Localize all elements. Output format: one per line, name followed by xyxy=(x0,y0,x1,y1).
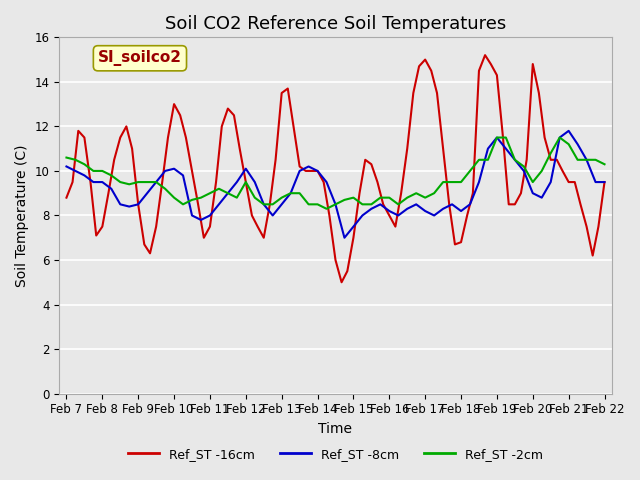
Legend: Ref_ST -16cm, Ref_ST -8cm, Ref_ST -2cm: Ref_ST -16cm, Ref_ST -8cm, Ref_ST -2cm xyxy=(123,443,548,466)
Title: Soil CO2 Reference Soil Temperatures: Soil CO2 Reference Soil Temperatures xyxy=(165,15,506,33)
Y-axis label: Soil Temperature (C): Soil Temperature (C) xyxy=(15,144,29,287)
Text: SI_soilco2: SI_soilco2 xyxy=(98,50,182,66)
X-axis label: Time: Time xyxy=(319,422,353,436)
